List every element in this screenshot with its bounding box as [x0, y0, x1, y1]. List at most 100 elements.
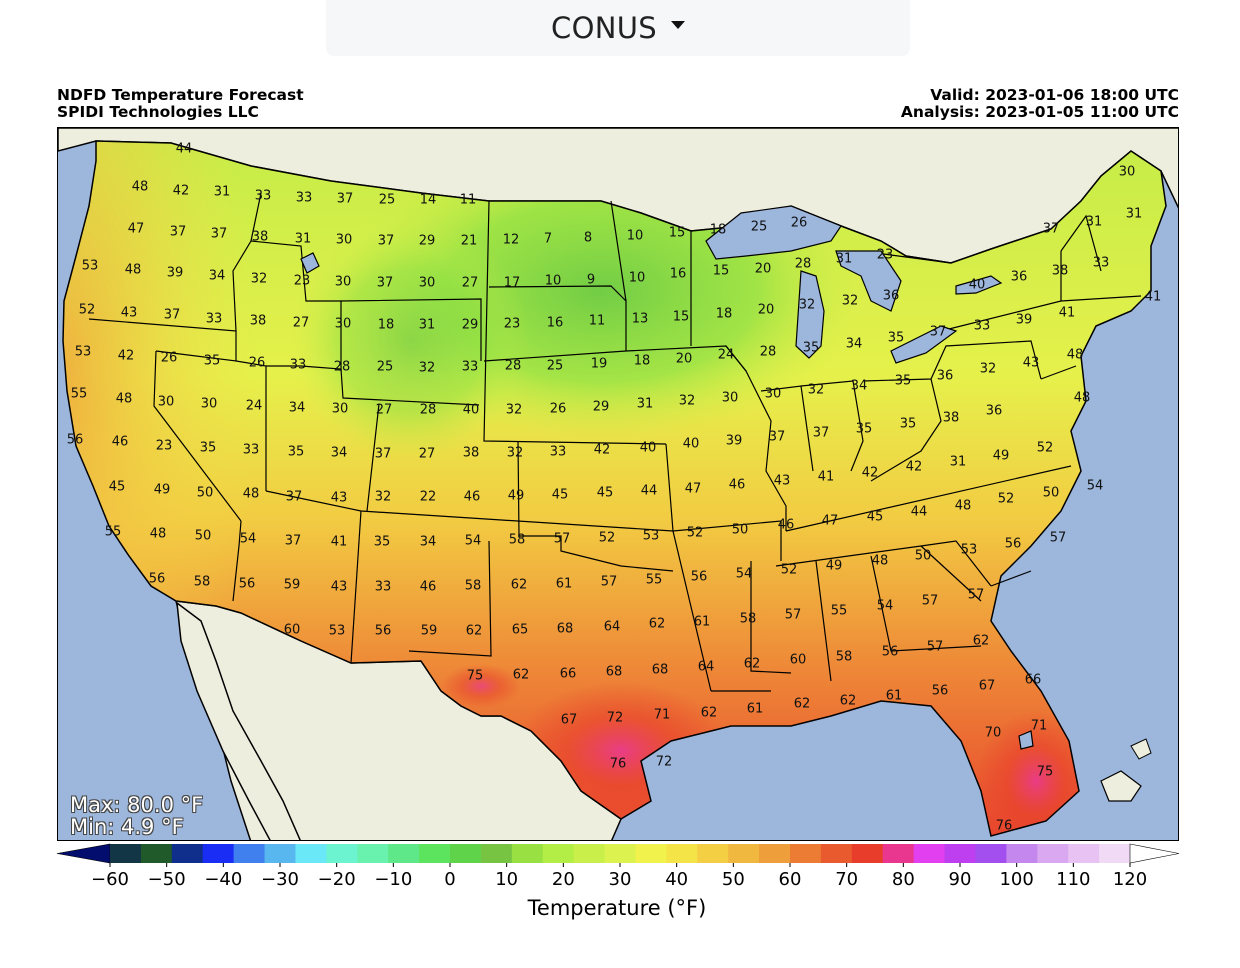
- temperature-label: 57: [922, 594, 939, 609]
- temperature-label: 43: [1023, 356, 1040, 371]
- temperature-label: 68: [606, 665, 623, 680]
- temperature-label: 58: [740, 612, 757, 627]
- temperature-label: 32: [808, 383, 825, 398]
- temperature-label: 37: [170, 225, 187, 240]
- temperature-label: 48: [1074, 391, 1091, 406]
- temperature-map[interactable]: 44 48 42 31 33 33 37 25 14 11 47 37 37 38 31 30 37 29 21 12…: [57, 127, 1179, 841]
- temperature-label: 43: [774, 474, 791, 489]
- temperature-label: 7: [544, 232, 552, 247]
- temperature-label: 57: [968, 588, 985, 603]
- temperature-label: 33: [462, 360, 479, 375]
- colorbar-tick-label: −40: [204, 869, 242, 890]
- temperature-label: 55: [71, 387, 88, 402]
- temperature-label: 33: [974, 319, 991, 334]
- temperature-label: 49: [826, 559, 843, 574]
- colorbar-tick-label: −30: [261, 869, 299, 890]
- temperature-label: 30: [335, 317, 352, 332]
- temperature-label: 40: [969, 278, 986, 293]
- temperature-label: 66: [1025, 673, 1042, 688]
- temperature-label: 27: [293, 316, 310, 331]
- temperature-label: 50: [732, 523, 749, 538]
- colorbar-tick-label: 70: [835, 869, 858, 890]
- temperature-label: 52: [687, 526, 704, 541]
- temperature-label: 35: [856, 422, 873, 437]
- temperature-label: 34: [846, 337, 863, 352]
- temperature-label: 15: [673, 310, 690, 325]
- temperature-label: 24: [246, 399, 263, 414]
- colorbar-tick-label: 80: [892, 869, 915, 890]
- temperature-label: 28: [795, 257, 812, 272]
- map-time-block: Valid: 2023-01-06 18:00 UTC Analysis: 20…: [901, 87, 1179, 121]
- temperature-label: 60: [284, 623, 301, 638]
- temperature-label: 33: [375, 580, 392, 595]
- temperature-label: 58: [194, 575, 211, 590]
- temperature-label: 37: [164, 308, 181, 323]
- temperature-label: 48: [872, 554, 889, 569]
- temperature-label: 61: [886, 689, 903, 704]
- temperature-label: 50: [195, 529, 212, 544]
- temperature-label: 33: [206, 312, 223, 327]
- temperature-label: 39: [1016, 313, 1033, 328]
- colorbar-cell: [820, 844, 853, 863]
- temperature-label: 18: [634, 354, 651, 369]
- colorbar-tick-label: 90: [949, 869, 972, 890]
- temperature-label: 48: [125, 263, 142, 278]
- region-selector-dropdown[interactable]: CONUS: [326, 0, 910, 56]
- temperature-label: 49: [508, 489, 525, 504]
- temperature-label: 33: [1093, 256, 1110, 271]
- temperature-label: 76: [996, 819, 1013, 834]
- colorbar-extend-high: [1129, 843, 1180, 864]
- colorbar-cell: [357, 844, 389, 863]
- temperature-label: 34: [420, 535, 437, 550]
- temperature-label: 21: [461, 234, 478, 249]
- temperature-label: 59: [284, 578, 301, 593]
- temperature-label: 23: [294, 274, 311, 289]
- temperature-label: 46: [420, 580, 437, 595]
- temperature-label: 35: [200, 441, 217, 456]
- temperature-label: 30: [332, 402, 349, 417]
- temperature-label: 10: [627, 229, 644, 244]
- temperature-label: 41: [331, 535, 348, 550]
- temperature-label: 76: [610, 757, 627, 772]
- temperature-label: 23: [504, 317, 521, 332]
- temperature-label: 48: [955, 499, 972, 514]
- temperature-label: 35: [888, 331, 905, 346]
- state-borders: [88, 192, 1142, 692]
- temperature-label: 53: [643, 529, 660, 544]
- temperature-label: 55: [831, 604, 848, 619]
- temperature-label: 37: [211, 227, 228, 242]
- temperature-label: 62: [513, 668, 530, 683]
- temperature-label: 19: [591, 357, 608, 372]
- temperature-label: 18: [716, 307, 733, 322]
- bahamas-land: [1130, 738, 1152, 760]
- temperature-label: 44: [641, 484, 658, 499]
- temperature-label: 43: [121, 306, 138, 321]
- temperature-label: 50: [915, 549, 932, 564]
- temperature-label: 72: [656, 755, 673, 770]
- temperature-label: 67: [979, 679, 996, 694]
- colorbar-cell: [573, 844, 606, 863]
- temperature-label: 31: [1086, 215, 1103, 230]
- temperature-label: 53: [961, 543, 978, 558]
- lake-huron: [835, 250, 902, 312]
- temperature-label: 62: [511, 578, 528, 593]
- colorbar-tick-label: 100: [999, 869, 1033, 890]
- temperature-label: 26: [161, 351, 178, 366]
- temperature-label: 56: [149, 572, 166, 587]
- caret-down-icon: [670, 21, 685, 29]
- temperature-label: 41: [1145, 290, 1162, 305]
- temperature-label: 57: [1050, 531, 1067, 546]
- temperature-label: 55: [646, 573, 663, 588]
- colorbar-cell: [295, 844, 327, 863]
- temperature-label: 37: [378, 234, 395, 249]
- colorbar-cell: [697, 844, 729, 863]
- temperature-label: 43: [331, 491, 348, 506]
- temperature-label: 29: [419, 234, 436, 249]
- lakes: [300, 205, 1034, 750]
- temperature-label: 54: [465, 534, 482, 549]
- temperature-label: 71: [1031, 719, 1048, 734]
- temperature-label: 46: [729, 478, 746, 493]
- colorbar-cell: [326, 844, 358, 863]
- temperature-label: 52: [599, 531, 616, 546]
- temperature-label: 56: [691, 570, 708, 585]
